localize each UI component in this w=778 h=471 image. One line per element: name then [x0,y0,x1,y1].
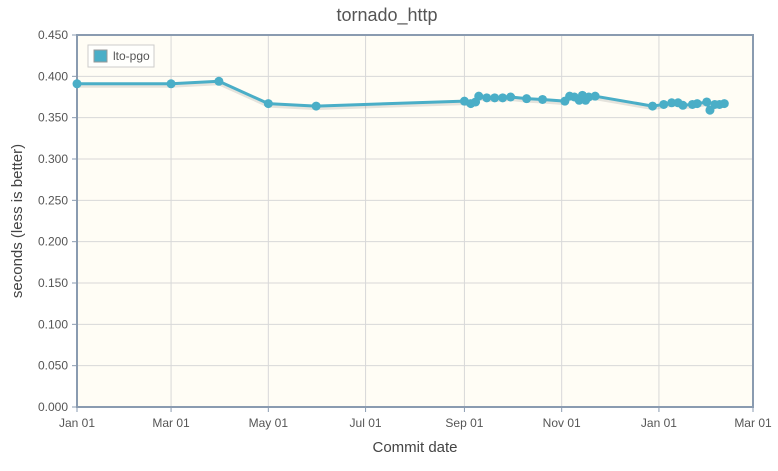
x-tick-label: Nov 01 [543,416,581,430]
data-point [648,101,658,111]
data-point [166,79,176,89]
x-tick-label: Jan 01 [641,416,677,430]
y-tick-label: 0.400 [38,69,68,83]
series-layer [72,76,729,115]
x-tick-label: May 01 [249,416,289,430]
plot-border [76,34,754,408]
grid [77,34,753,407]
data-point [72,79,82,89]
legend-swatch [93,49,108,63]
data-point [538,94,548,104]
y-tick-label: 0.150 [38,276,68,290]
x-tick-label: Mar 01 [152,416,190,430]
y-tick-label: 0.100 [38,317,68,331]
y-tick-label: 0.350 [38,111,68,125]
data-point [659,99,669,109]
y-tick-labels: 0.000 0.050 0.100 0.150 0.200 0.250 0.300 0.350… [38,28,68,414]
x-tick-label: Sep 01 [445,416,483,430]
data-point [263,99,273,109]
data-point [311,101,321,111]
x-tick-label: Jul 01 [350,416,382,430]
x-tick-labels: Jan 01 Mar 01 May 01 Jul 01 Sep 01 Nov 01 Jan … [59,416,772,430]
y-tick-label: 0.250 [38,193,68,207]
legend-label-lto-pgo: lto-pgo [113,49,150,63]
y-tick-label: 0.050 [38,359,68,373]
y-tick-label: 0.200 [38,235,68,249]
data-point [667,98,677,108]
data-point [214,76,224,86]
data-point [719,99,729,109]
chart-title: tornado_http [336,5,437,26]
axes [72,34,754,412]
y-tick-label: 0.000 [38,400,68,414]
y-tick-label: 0.300 [38,152,68,166]
data-point [522,94,532,104]
data-point [498,93,508,103]
data-point [678,100,688,110]
x-tick-label: Mar 01 [734,416,772,430]
y-axis-label: seconds (less is better) [9,144,26,298]
data-point [692,99,702,109]
y-tick-label: 0.450 [38,28,68,42]
data-point [506,92,516,102]
data-point [490,93,500,103]
data-point [590,91,600,101]
x-tick-label: Jan 01 [59,416,95,430]
data-point [474,91,484,101]
plot-area [77,35,753,407]
data-point [702,97,712,107]
data-point [482,93,492,103]
legend: lto-pgo [87,44,155,68]
x-axis-label: Commit date [372,439,457,456]
